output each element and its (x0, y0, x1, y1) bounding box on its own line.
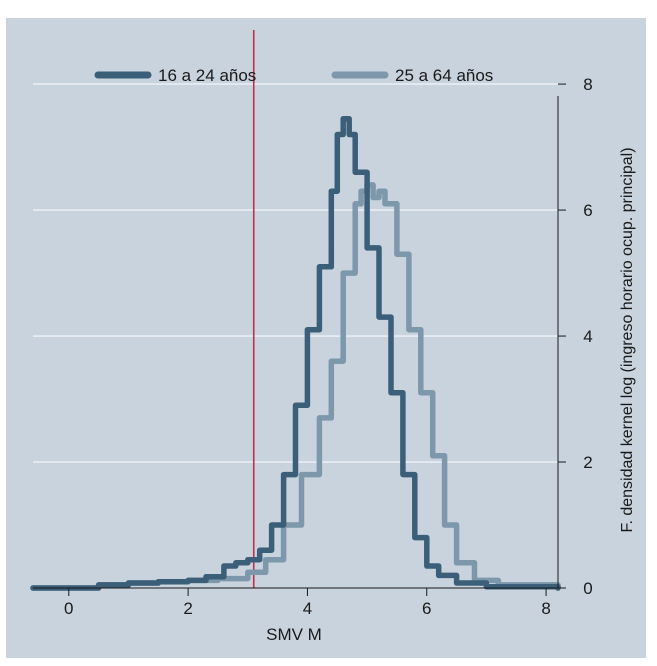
x-tick-label-2: 2 (183, 599, 192, 618)
legend: 16 a 24 años 25 a 64 años (94, 66, 493, 85)
legend-label-2: 25 a 64 años (395, 66, 493, 85)
y-tick-label-4: 4 (583, 327, 592, 346)
x-tick-label-4: 4 (303, 599, 312, 618)
series-line-1 (30, 115, 561, 591)
y-tick-label-0: 0 (583, 579, 592, 598)
x-tick-label-0: 0 (64, 599, 73, 618)
x-tick-label-6: 6 (422, 599, 431, 618)
series-line-2 (30, 182, 561, 591)
y-tick-label-2: 2 (583, 453, 592, 472)
y-tick-label-8: 8 (583, 75, 592, 94)
y-axis-label: F. densidad kernel log (ingreso horario … (619, 147, 636, 532)
legend-label-1: 16 a 24 años (158, 66, 256, 85)
y-ticks: 0 2 4 6 8 (558, 75, 593, 598)
series-layer (30, 115, 561, 591)
x-tick-label-8: 8 (541, 599, 550, 618)
plot-area (33, 40, 558, 588)
x-axis-label: SMV M (266, 625, 322, 644)
grid-lines (33, 83, 558, 463)
y-tick-label-6: 6 (583, 201, 592, 220)
x-ticks: 0 2 4 6 8 (64, 588, 551, 618)
